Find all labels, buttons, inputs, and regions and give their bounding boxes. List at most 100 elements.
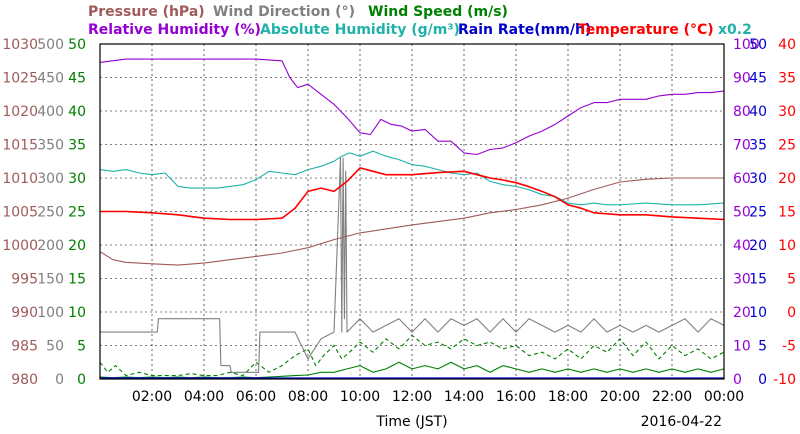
series-wind-speed-m-s — [99, 361, 725, 379]
x-tick-label: 08:00 — [288, 389, 328, 405]
wind-direction-tick-label: 150 — [37, 272, 64, 288]
x-tick-label: 16:00 — [496, 389, 536, 405]
wind-direction-tick-label: 350 — [37, 138, 64, 154]
wind-direction-tick-label: 200 — [37, 238, 64, 254]
x-tick-label: 04:00 — [184, 389, 224, 405]
humidity-tick-label: 10 — [733, 339, 751, 355]
legend-rain-rate: Rain Rate(mm/h) — [458, 22, 591, 38]
wind-speed-tick-label: 0 — [77, 372, 86, 388]
grid — [100, 44, 724, 379]
x-tick-label: 22:00 — [652, 389, 692, 405]
x-tick-label: 02:00 — [132, 389, 172, 405]
x-axis-label: Time (JST) — [375, 414, 447, 430]
humidity-tick-label: 30 — [733, 272, 751, 288]
pressure-tick-label: 985 — [11, 339, 38, 355]
x-tick-label: 10:00 — [340, 389, 380, 405]
wind-direction-tick-label: 250 — [37, 205, 64, 221]
pressure-tick-label: 980 — [11, 372, 38, 388]
temperature-tick-label: 30 — [778, 104, 796, 120]
legend-relative-humidity: Relative Humidity (%) — [88, 22, 261, 38]
legend-wind-direction: Wind Direction (°) — [213, 4, 355, 20]
wind-direction-tick-label: 450 — [37, 71, 64, 87]
series-relative-humidity — [99, 58, 725, 156]
temperature-tick-label: 5 — [787, 272, 796, 288]
series-wind-direction — [100, 157, 725, 373]
wind-speed-tick-label: 25 — [68, 205, 86, 221]
x-tick-labels: 02:00 04:00 06:00 08:00 10:00 12:00 14:00 16:00… — [132, 389, 744, 405]
rain-rate-tick-label: 30 — [749, 171, 767, 187]
humidity-tick-label: 0 — [733, 372, 742, 388]
y-tick-labels: 1030102510201015101010051000995990985980… — [2, 37, 796, 388]
rain-rate-tick-label: 45 — [749, 71, 767, 87]
temperature-tick-label: 10 — [778, 238, 796, 254]
wind-speed-tick-label: 35 — [68, 138, 86, 154]
pressure-tick-label: 995 — [11, 272, 38, 288]
wind-speed-tick-label: 15 — [68, 272, 86, 288]
humidity-tick-label: 100 — [733, 37, 760, 53]
x-tick-label: 12:00 — [392, 389, 432, 405]
temperature-tick-label: 25 — [778, 138, 796, 154]
legend-pressure: Pressure (hPa) — [88, 4, 205, 20]
wind-direction-tick-label: 100 — [37, 305, 64, 321]
pressure-tick-label: 990 — [11, 305, 38, 321]
rain-rate-tick-label: 15 — [749, 272, 767, 288]
legend-scale-note: x0.2 — [718, 22, 752, 38]
wind-speed-tick-label: 30 — [68, 171, 86, 187]
pressure-tick-label: 1030 — [2, 37, 38, 53]
humidity-tick-label: 70 — [733, 138, 751, 154]
wind-speed-tick-label: 50 — [68, 37, 86, 53]
humidity-tick-label: 90 — [733, 71, 751, 87]
pressure-tick-label: 1025 — [2, 71, 38, 87]
humidity-tick-label: 40 — [733, 238, 751, 254]
temperature-tick-label: 40 — [778, 37, 796, 53]
wind-direction-tick-label: 0 — [55, 372, 64, 388]
temperature-tick-label: 0 — [787, 305, 796, 321]
wind-direction-tick-label: 50 — [46, 339, 64, 355]
pressure-tick-label: 1005 — [2, 205, 38, 221]
temperature-tick-label: -5 — [782, 339, 796, 355]
rain-rate-tick-label: 35 — [749, 138, 767, 154]
rain-rate-tick-label: 0 — [758, 372, 767, 388]
series-pressure-hpa — [99, 177, 724, 266]
humidity-tick-label: 50 — [733, 205, 751, 221]
plot-frame — [99, 43, 725, 380]
temperature-tick-label: 15 — [778, 205, 796, 221]
rain-rate-tick-label: 10 — [749, 305, 767, 321]
temperature-tick-label: 20 — [778, 171, 796, 187]
temperature-tick-label: 35 — [778, 71, 796, 87]
temperature-tick-label: -10 — [773, 372, 796, 388]
wind-speed-tick-label: 20 — [68, 238, 86, 254]
wind-speed-tick-label: 10 — [68, 305, 86, 321]
rain-rate-tick-label: 5 — [758, 339, 767, 355]
legend-temperature: Temperature (°C) — [578, 22, 714, 38]
series-wind-speed-gust — [99, 334, 725, 377]
pressure-tick-label: 1010 — [2, 171, 38, 187]
x-tick-label: 20:00 — [600, 389, 640, 405]
series-lines — [99, 58, 725, 379]
series-temperature-c — [100, 167, 725, 221]
wind-direction-tick-label: 500 — [37, 37, 64, 53]
x-tick-label: 14:00 — [444, 389, 484, 405]
rain-rate-tick-label: 50 — [749, 37, 767, 53]
wind-speed-tick-label: 45 — [68, 71, 86, 87]
humidity-tick-label: 20 — [733, 305, 751, 321]
humidity-tick-label: 80 — [733, 104, 751, 120]
date-label: 2016-04-22 — [641, 414, 722, 430]
x-tick-label: 18:00 — [548, 389, 588, 405]
pressure-tick-label: 1015 — [2, 138, 38, 154]
series-absolute-humidity-g-m — [99, 150, 725, 206]
rain-rate-tick-label: 40 — [749, 104, 767, 120]
legend-absolute-humidity: Absolute Humidity (g/m³) — [260, 22, 460, 38]
legend-wind-speed: Wind Speed (m/s) — [368, 4, 508, 20]
wind-direction-tick-label: 300 — [37, 171, 64, 187]
x-tick-label: 06:00 — [236, 389, 276, 405]
rain-rate-tick-label: 20 — [749, 238, 767, 254]
humidity-tick-label: 60 — [733, 171, 751, 187]
x-tick-label: 00:00 — [704, 389, 744, 405]
wind-speed-tick-label: 40 — [68, 104, 86, 120]
wind-direction-tick-label: 400 — [37, 104, 64, 120]
wind-speed-tick-label: 5 — [77, 339, 86, 355]
pressure-tick-label: 1000 — [2, 238, 38, 254]
rain-rate-tick-label: 25 — [749, 205, 767, 221]
